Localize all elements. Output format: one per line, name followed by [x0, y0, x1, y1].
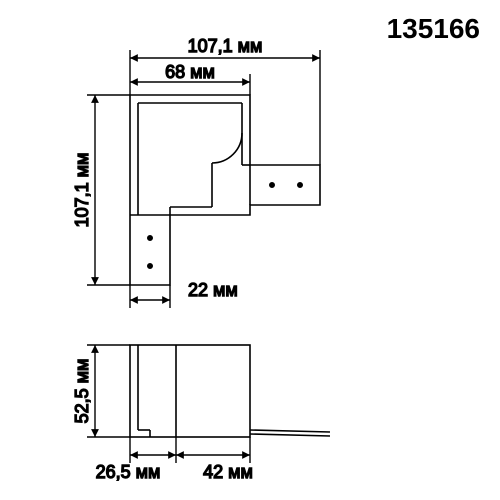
dim-label: 107,1 мм	[72, 153, 92, 228]
dim-label: 26,5 мм	[96, 462, 161, 482]
dim-label: 42 мм	[203, 462, 253, 482]
dim-label: 107,1 мм	[188, 36, 263, 56]
dim-label: 52,5 мм	[72, 359, 92, 424]
drawing-canvas: 135166 107,1 мм 68 мм	[0, 0, 500, 500]
dim-label: 68 мм	[165, 62, 215, 82]
dim-label: 22 мм	[188, 280, 238, 300]
section-view	[130, 345, 330, 437]
dim-section-height: 52,5 мм	[72, 345, 130, 437]
dim-top-outer: 107,1 мм	[130, 36, 320, 165]
product-code: 135166	[387, 13, 480, 44]
top-view	[130, 95, 320, 285]
dim-section-bottom: 26,5 мм 42 мм	[96, 437, 253, 482]
dim-top-inner: 68 мм	[130, 62, 250, 95]
dim-left-height: 107,1 мм	[72, 95, 130, 285]
